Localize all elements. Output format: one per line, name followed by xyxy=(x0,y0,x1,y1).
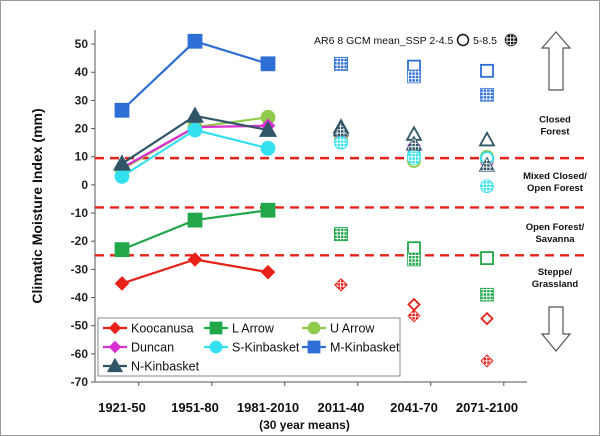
zone-label: Savanna xyxy=(535,234,575,245)
hatch-fill xyxy=(480,158,494,171)
legend-box xyxy=(97,317,401,377)
y-tick-label: 10 xyxy=(75,150,89,164)
x-tick-label: 2041-70 xyxy=(390,400,438,415)
hatch-fill xyxy=(408,70,420,83)
series-group xyxy=(112,33,496,368)
observed-point-l-arrow xyxy=(114,242,130,258)
scenario-legend: AR6 8 GCM mean_SSP 2-4.5 5-8.5 xyxy=(314,33,518,47)
observed-point-l-arrow xyxy=(260,202,276,218)
ssp245-point-m-kinbasket xyxy=(480,63,494,78)
y-tick-label: 0 xyxy=(81,178,88,192)
series-s-kinbasket xyxy=(114,122,494,194)
legend-label-u-arrow: U Arrow xyxy=(330,322,375,336)
y-tick-label: 20 xyxy=(75,122,89,136)
observed-point-m-kinbasket xyxy=(187,33,203,49)
ssp245-point-l-arrow xyxy=(480,251,494,265)
y-tick-label: 50 xyxy=(75,37,89,51)
hatch-fill xyxy=(481,288,493,301)
scenario-label-ssp245: AR6 8 GCM mean_SSP 2-4.5 xyxy=(314,35,453,47)
zone-label: Grassland xyxy=(532,279,579,290)
legend-marker-m-kinbasket xyxy=(307,340,321,354)
x-tick-label: 1951-80 xyxy=(171,400,219,415)
y-tick-label: -60 xyxy=(71,347,89,361)
axes: -70 -60 -50 -40 -30 -20 -10 0 10 20 30 40 50 1921-50 1… xyxy=(29,30,527,432)
hatch-fill xyxy=(408,152,420,165)
observed-point-n-kinbasket xyxy=(258,120,278,137)
observed-point-n-kinbasket xyxy=(112,154,132,171)
zone-label: Open Forest/ xyxy=(526,222,585,233)
hatch-fill xyxy=(407,137,421,150)
legend-label-m-kinbasket: M-Kinbasket xyxy=(330,341,400,355)
x-tick-label: 2011-40 xyxy=(318,400,365,415)
legend-label-l-arrow: L Arrow xyxy=(232,322,275,336)
y-tick-label: -10 xyxy=(71,206,89,220)
hatch-fill xyxy=(481,88,493,101)
legend: Koocanusa L Arrow U Arrow Duncan S-Kinbasket… xyxy=(97,317,401,377)
legend-label-duncan: Duncan xyxy=(131,341,174,355)
hatch-fill xyxy=(334,122,348,136)
scenario-open-circle-icon xyxy=(456,33,470,47)
scenario-label-ssp585: 5-8.5 xyxy=(473,35,497,47)
series-n-kinbasket xyxy=(112,106,496,172)
legend-label-n-kinbasket: N-Kinbasket xyxy=(131,360,200,374)
hatch-fill xyxy=(335,136,347,149)
hatch-fill xyxy=(408,253,420,266)
y-tick-label: -50 xyxy=(71,319,89,333)
hatch-fill xyxy=(335,57,347,70)
hatch-fill xyxy=(335,279,347,291)
legend-marker-koocanusa xyxy=(108,321,122,335)
y-tick-label: -30 xyxy=(71,262,89,276)
series-koocanusa xyxy=(114,252,494,368)
direction-arrows xyxy=(540,31,572,352)
legend-label-koocanusa: Koocanusa xyxy=(131,322,194,336)
observed-point-s-kinbasket xyxy=(187,122,203,138)
y-tick-label: 40 xyxy=(75,65,89,79)
y-tick-label: -20 xyxy=(71,234,89,248)
zone-label: Steppe/ xyxy=(538,267,573,278)
hatch-fill xyxy=(481,355,493,367)
hatch-fill xyxy=(505,34,517,46)
hatch-fill xyxy=(408,310,420,322)
observed-point-n-kinbasket xyxy=(185,106,205,123)
observed-point-l-arrow xyxy=(187,212,203,228)
y-tick-label: 30 xyxy=(75,93,89,107)
legend-marker-s-kinbasket xyxy=(209,340,223,354)
observed-point-s-kinbasket xyxy=(260,140,276,156)
threshold-lines xyxy=(95,156,584,257)
ssp245-point-koocanusa xyxy=(480,311,494,326)
x-tick-label: 1981-2010 xyxy=(237,400,299,415)
down-arrow-icon xyxy=(540,306,572,352)
x-tick-label: 1921-50 xyxy=(98,400,146,415)
ssp245-point-n-kinbasket xyxy=(478,130,496,147)
legend-label-s-kinbasket: S-Kinbasket xyxy=(232,341,300,355)
legend-marker-l-arrow xyxy=(209,321,223,335)
up-arrow-icon xyxy=(540,31,572,91)
legend-marker-duncan xyxy=(108,340,122,354)
y-axis-label: Climatic Moisture Index (mm) xyxy=(29,108,45,303)
hatch-fill xyxy=(481,180,493,193)
legend-marker-n-kinbasket xyxy=(106,357,124,373)
observed-point-koocanusa xyxy=(260,264,276,280)
zone-label: Forest xyxy=(540,127,570,138)
zone-label: Closed xyxy=(539,115,571,126)
y-tick-label: -70 xyxy=(71,375,89,389)
observed-point-koocanusa xyxy=(187,252,203,267)
x-axis-sublabel: (30 year means) xyxy=(259,418,350,432)
y-tick-label: -40 xyxy=(71,291,89,305)
ssp245-point-l-arrow xyxy=(407,241,421,256)
series-l-arrow xyxy=(114,202,494,302)
observed-point-koocanusa xyxy=(114,276,130,291)
x-tick-label: 2071-2100 xyxy=(456,400,518,415)
hatch-fill xyxy=(335,228,347,241)
observed-point-m-kinbasket xyxy=(260,56,276,72)
series-m-kinbasket xyxy=(114,33,494,118)
observed-point-s-kinbasket xyxy=(114,169,130,184)
zone-label: Open Forest xyxy=(527,183,584,194)
zone-label: Mixed Closed/ xyxy=(523,171,587,182)
observed-point-m-kinbasket xyxy=(114,102,130,118)
legend-marker-u-arrow xyxy=(307,321,321,335)
